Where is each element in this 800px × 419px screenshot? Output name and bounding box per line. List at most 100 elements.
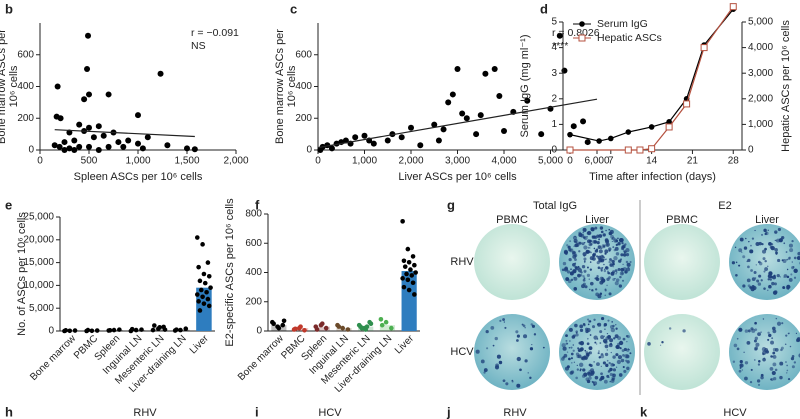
spot bbox=[569, 240, 572, 243]
row-label: HCV bbox=[450, 346, 474, 358]
point bbox=[105, 143, 112, 150]
spot bbox=[582, 231, 585, 234]
spot bbox=[592, 253, 596, 257]
point bbox=[417, 142, 424, 149]
spot bbox=[788, 243, 793, 248]
spot bbox=[760, 233, 764, 236]
point bbox=[345, 327, 351, 332]
spot bbox=[750, 368, 753, 371]
spot bbox=[764, 247, 767, 251]
spot bbox=[768, 284, 772, 289]
spot bbox=[773, 282, 777, 286]
spot bbox=[743, 246, 748, 250]
spot bbox=[617, 242, 621, 246]
spot bbox=[581, 265, 586, 269]
spot bbox=[598, 356, 601, 359]
spot bbox=[751, 237, 755, 240]
spot bbox=[756, 379, 761, 383]
well bbox=[729, 224, 800, 300]
spot bbox=[569, 248, 574, 253]
spot bbox=[760, 279, 763, 282]
marker bbox=[666, 119, 672, 125]
y-axis-label: Serum IgG (mg ml⁻¹) bbox=[519, 35, 531, 138]
spot bbox=[754, 321, 757, 325]
spot bbox=[757, 383, 761, 386]
point bbox=[406, 287, 412, 293]
spot bbox=[480, 359, 485, 364]
spot bbox=[577, 348, 582, 352]
spot bbox=[502, 379, 506, 383]
spot bbox=[599, 330, 603, 334]
point bbox=[410, 280, 416, 286]
spot bbox=[569, 271, 574, 276]
spot bbox=[561, 268, 565, 272]
spot bbox=[600, 267, 603, 271]
spot bbox=[582, 368, 586, 372]
spot bbox=[783, 242, 786, 245]
spot bbox=[502, 318, 505, 321]
spot bbox=[516, 334, 520, 338]
point bbox=[183, 326, 189, 332]
point bbox=[107, 328, 113, 333]
spot bbox=[580, 271, 583, 274]
spot bbox=[599, 257, 604, 262]
spot bbox=[610, 378, 615, 383]
spot bbox=[568, 346, 571, 349]
spot bbox=[767, 274, 772, 279]
spot bbox=[593, 247, 596, 250]
point bbox=[194, 292, 200, 297]
marker bbox=[566, 146, 574, 154]
spot bbox=[786, 369, 789, 372]
spot bbox=[578, 341, 582, 345]
spot bbox=[622, 354, 625, 357]
spot bbox=[797, 251, 800, 256]
point bbox=[359, 325, 365, 331]
spot bbox=[588, 239, 592, 243]
y-tick-label: 15,000 bbox=[23, 257, 54, 268]
point bbox=[580, 118, 587, 125]
spot bbox=[586, 273, 591, 277]
spot bbox=[620, 253, 624, 257]
point bbox=[477, 112, 484, 119]
spot bbox=[582, 227, 587, 232]
panel-letter: k bbox=[640, 404, 648, 419]
spot bbox=[588, 278, 590, 280]
x-tick-label: 2,000 bbox=[398, 156, 423, 167]
point bbox=[435, 137, 442, 144]
y-tick-label: 400 bbox=[245, 267, 262, 278]
point bbox=[323, 325, 329, 331]
spot bbox=[614, 281, 619, 286]
spot bbox=[490, 325, 495, 330]
point bbox=[368, 321, 374, 326]
spot bbox=[603, 269, 607, 273]
point bbox=[276, 325, 282, 331]
spot bbox=[786, 268, 789, 271]
spot bbox=[605, 363, 609, 367]
spot bbox=[570, 268, 572, 270]
spot bbox=[591, 289, 594, 292]
y2-tick-label: 1,000 bbox=[748, 119, 773, 130]
point bbox=[51, 142, 58, 149]
y-tick-label: 800 bbox=[245, 209, 262, 220]
point bbox=[72, 328, 78, 333]
spot bbox=[584, 285, 588, 289]
spot bbox=[596, 362, 600, 367]
y-axis-label: 10⁶ cells bbox=[286, 65, 298, 107]
spot bbox=[757, 332, 761, 337]
spot bbox=[561, 343, 566, 348]
column-label: Liver bbox=[585, 214, 609, 226]
spot bbox=[768, 241, 772, 246]
spot bbox=[529, 347, 534, 351]
spot bbox=[586, 337, 589, 340]
spot bbox=[773, 290, 778, 294]
spot bbox=[763, 270, 766, 273]
spot bbox=[600, 376, 604, 381]
spot bbox=[786, 258, 788, 261]
point bbox=[328, 145, 335, 152]
panel-letter: b bbox=[5, 1, 13, 16]
spot bbox=[583, 324, 586, 327]
spot bbox=[596, 275, 599, 278]
point bbox=[389, 325, 394, 331]
spot bbox=[579, 271, 581, 273]
point bbox=[405, 277, 411, 283]
